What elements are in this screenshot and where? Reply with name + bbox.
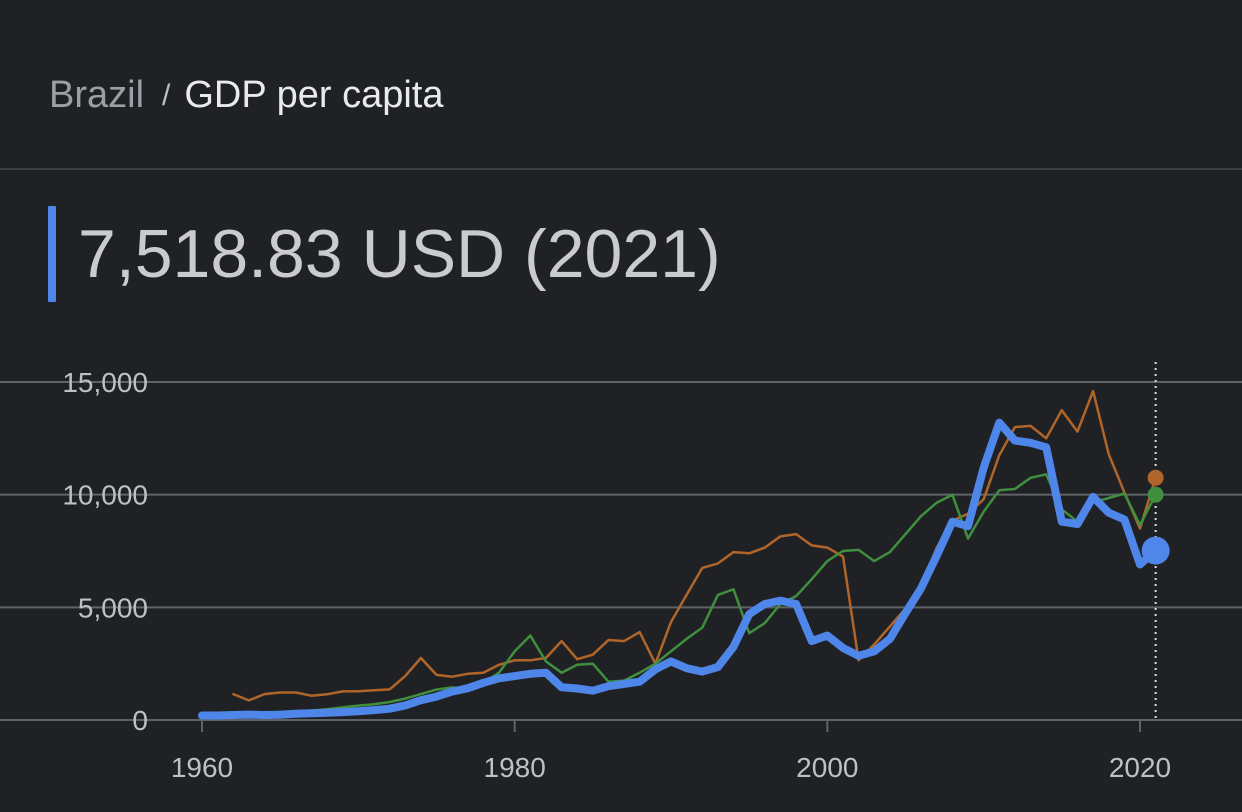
breadcrumb-country-link[interactable]: Brazil [49,74,145,116]
y-tick-label: 5,000 [78,592,148,623]
y-tick-label: 0 [132,705,148,736]
breadcrumb-separator: / [162,79,171,112]
series-line-2 [198,418,1160,720]
series-color-indicator [48,206,56,302]
x-tick-label: 2020 [1109,752,1171,783]
series-line-1 [200,473,1157,717]
x-tick-label: 1960 [171,752,233,783]
breadcrumb-metric-title: GDP per capita [184,74,444,116]
series-end-point-1 [1147,486,1164,503]
y-tick-label: 15,000 [62,367,148,398]
x-tick-label: 1980 [484,752,546,783]
headline-value-text: 7,518.83 USD (2021) [78,216,721,292]
header-divider [0,168,1242,170]
y-tick-label: 10,000 [62,480,148,511]
series-end-point-2 [1141,536,1170,565]
x-tick-label: 2000 [796,752,858,783]
headline-value: 7,518.83 USD (2021) [48,205,721,303]
series-line-0 [232,389,1157,702]
breadcrumb: Brazil / GDP per capita [49,72,443,121]
series-end-point-0 [1147,469,1164,486]
